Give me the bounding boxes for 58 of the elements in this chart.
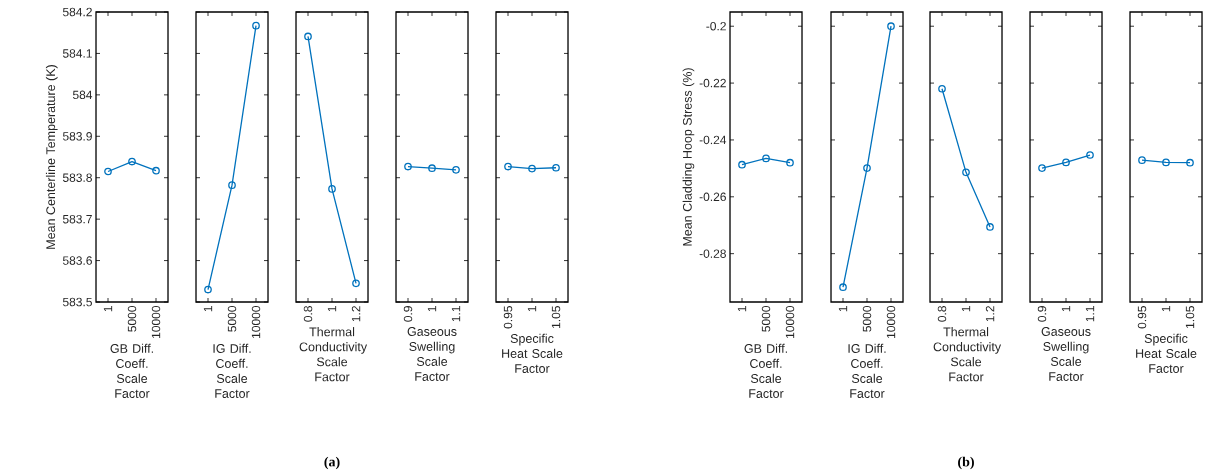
x-tick-label: 0.9	[403, 306, 413, 322]
y-tick-label: 583.6	[62, 256, 92, 265]
x-tick-label: 0.8	[937, 306, 947, 322]
x-axis-title: GB Diff. Coeff. Scale Factor	[110, 343, 153, 398]
x-tick-label: 10000	[251, 306, 261, 338]
x-tick-label: 1.05	[1185, 306, 1195, 328]
x-tick-label: 1	[203, 306, 213, 312]
x-tick-label: 10000	[886, 306, 896, 338]
y-tick-label: 583.5	[62, 297, 92, 307]
x-tick-label: 1	[327, 306, 337, 312]
x-tick-label: 1	[838, 306, 848, 312]
x-tick-label: 1.05	[551, 306, 561, 328]
x-tick-label: 1	[1061, 306, 1071, 312]
x-tick-label: 5000	[227, 306, 237, 332]
y-tick-label: -0.26	[699, 192, 726, 202]
point	[128, 157, 136, 166]
x-tick-label: 1	[103, 306, 113, 312]
y-tick-label: 584.2	[62, 7, 92, 17]
y-tick-label: -0.22	[699, 78, 726, 88]
y-axis-title: Mean Cladding Hoop Stress (%)	[682, 68, 695, 246]
x-tick-label: 0.9	[1037, 306, 1047, 322]
x-axis-title: Thermal Conductivity Scale Factor	[299, 327, 368, 382]
x-tick-label: 1.1	[1085, 306, 1095, 322]
x-tick-label: 1	[961, 306, 971, 312]
text: (a)	[324, 456, 340, 470]
x-tick-label: 1	[527, 306, 537, 312]
x-tick-label: 1.1	[451, 306, 461, 322]
y-tick-label: -0.24	[699, 135, 727, 145]
x-tick-label: 5000	[127, 306, 137, 332]
x-tick-label: 1.2	[351, 306, 361, 322]
x-tick-label: 0.95	[1137, 306, 1147, 329]
y-axis-title: Mean Centerline Temperature (K)	[45, 65, 58, 249]
x-tick-label: 5000	[761, 306, 771, 332]
x-tick-label: 1	[737, 306, 747, 312]
y-tick-label: 584.1	[62, 49, 92, 58]
y-tick-label: 584	[72, 90, 93, 100]
x-axis-title: IG Diff. Coeff. Scale Factor	[213, 343, 251, 398]
y-tick-label: -0.2	[706, 21, 726, 31]
x-axis-title: Gaseous Swelling Scale Factor	[407, 327, 457, 381]
x-tick-label: 10000	[151, 306, 161, 338]
x-axis-title: GB Diff. Coeff. Scale Factor	[744, 343, 787, 398]
y-tick-label: 583.9	[62, 132, 92, 141]
x-axis-title: Thermal Conductivity Scale Factor	[933, 327, 1002, 382]
x-axis-title: IG Diff. Coeff. Scale Factor	[848, 343, 886, 398]
y-tick-label: -0.28	[699, 249, 726, 258]
x-tick-label: 5000	[862, 306, 872, 332]
text: (b)	[958, 456, 974, 470]
y-tick-label: 583.7	[62, 214, 92, 224]
x-axis-title: Specific Heat Scale Factor	[1136, 333, 1197, 373]
x-tick-label: 10000	[785, 306, 795, 338]
x-tick-label: 0.8	[303, 306, 313, 322]
x-tick-label: 1	[427, 306, 437, 312]
x-tick-label: 0.95	[503, 306, 513, 329]
x-axis-title: Gaseous Swelling Scale Factor	[1041, 327, 1091, 381]
y-tick-label: 583.8	[62, 173, 92, 182]
x-axis-title: Specific Heat Scale Factor	[502, 333, 563, 373]
x-tick-label: 1	[1161, 306, 1171, 312]
x-tick-label: 1.2	[985, 306, 995, 322]
